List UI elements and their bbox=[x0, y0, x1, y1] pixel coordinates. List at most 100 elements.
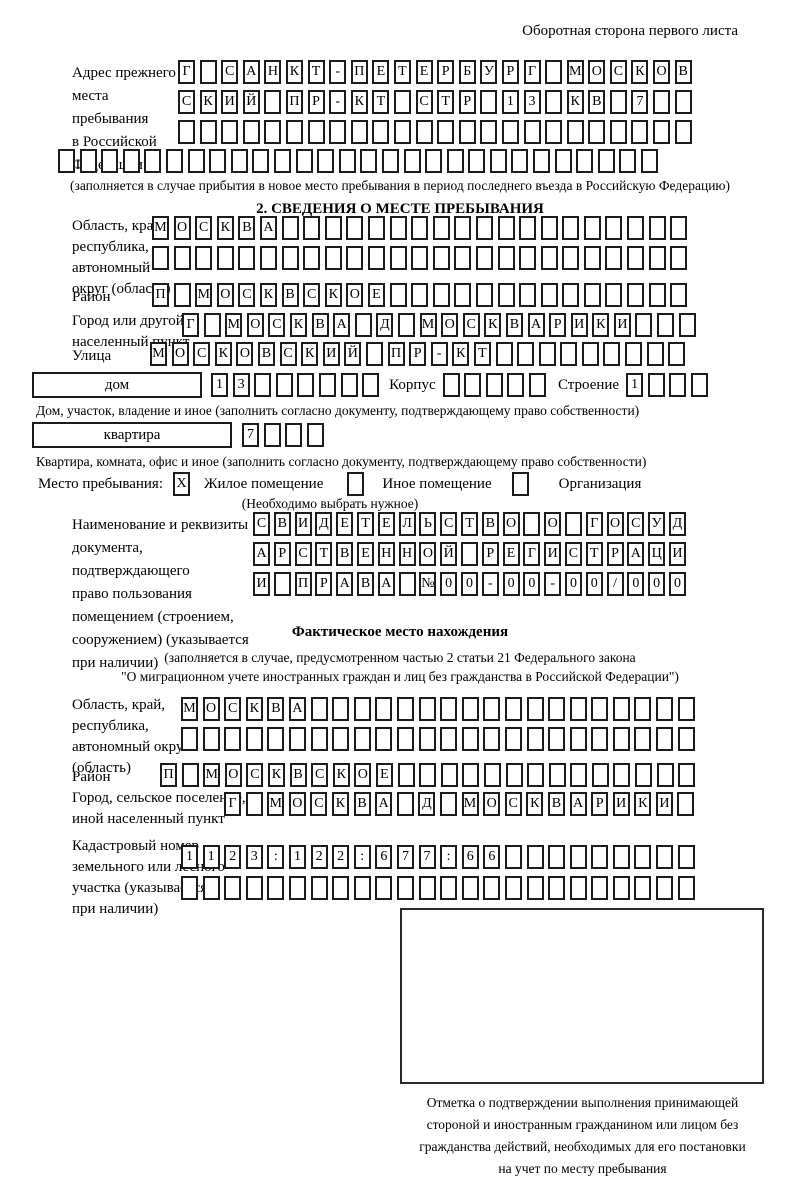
char-cell bbox=[340, 373, 358, 397]
char-cell: В bbox=[356, 572, 374, 596]
char-cell bbox=[389, 283, 407, 307]
char-cell bbox=[560, 342, 578, 366]
char-cell: С bbox=[462, 313, 480, 337]
char-cell bbox=[475, 246, 493, 270]
char-cell: О bbox=[346, 283, 364, 307]
char-cell: 1 bbox=[288, 845, 306, 869]
char-cell: К bbox=[526, 792, 544, 816]
char-cell bbox=[195, 246, 213, 270]
char-cell: 3 bbox=[232, 373, 250, 397]
char-cell: К bbox=[332, 763, 350, 787]
char-cell bbox=[591, 763, 609, 787]
char-cell bbox=[460, 542, 478, 566]
char-cell: О bbox=[202, 697, 220, 721]
char-cell bbox=[245, 727, 263, 751]
char-cell: 0 bbox=[502, 572, 520, 596]
char-cell: Л bbox=[398, 512, 416, 536]
char-cell bbox=[273, 572, 291, 596]
char-cell bbox=[332, 697, 350, 721]
char-cell bbox=[485, 373, 503, 397]
char-cell bbox=[548, 727, 566, 751]
char-cell: А bbox=[333, 313, 351, 337]
char-cell bbox=[605, 246, 623, 270]
char-cell: П bbox=[294, 572, 312, 596]
char-cell bbox=[437, 120, 455, 144]
char-cell bbox=[454, 216, 472, 240]
char-cell: Р bbox=[437, 60, 455, 84]
char-cell: - bbox=[481, 572, 499, 596]
char-cell bbox=[440, 727, 458, 751]
char-cell bbox=[396, 792, 414, 816]
char-cell: Д bbox=[418, 792, 436, 816]
char-cell bbox=[432, 246, 450, 270]
char-cell bbox=[674, 90, 692, 114]
char-cell: Н bbox=[398, 542, 416, 566]
char-cell bbox=[591, 697, 609, 721]
char-cell: Н bbox=[377, 542, 395, 566]
char-cell: К bbox=[199, 90, 217, 114]
char-cell: К bbox=[350, 90, 368, 114]
char-cell: Б bbox=[458, 60, 476, 84]
char-cell: К bbox=[324, 283, 342, 307]
char-cell bbox=[303, 216, 321, 240]
char-cell: С bbox=[311, 763, 329, 787]
char-cell: К bbox=[216, 216, 234, 240]
char-cell bbox=[548, 697, 566, 721]
char-cell bbox=[627, 283, 645, 307]
char-cell bbox=[635, 313, 653, 337]
char-cell: Р bbox=[307, 90, 325, 114]
char-cell: : bbox=[353, 845, 371, 869]
char-cell: И bbox=[322, 342, 340, 366]
char-cell bbox=[581, 342, 599, 366]
char-cell bbox=[564, 512, 582, 536]
char-cell bbox=[396, 727, 414, 751]
char-cell bbox=[656, 845, 674, 869]
char-cell: В bbox=[273, 512, 291, 536]
actual-district-label: Район bbox=[72, 769, 111, 785]
char-cell bbox=[454, 246, 472, 270]
char-cell bbox=[187, 149, 205, 173]
char-cell bbox=[375, 727, 393, 751]
char-cell bbox=[275, 373, 293, 397]
char-cell bbox=[329, 120, 347, 144]
char-cell bbox=[635, 763, 653, 787]
char-cell bbox=[631, 120, 649, 144]
char-cell bbox=[332, 727, 350, 751]
char-cell: 7 bbox=[396, 845, 414, 869]
char-cell bbox=[591, 845, 609, 869]
char-cell: : bbox=[440, 845, 458, 869]
char-cell bbox=[489, 149, 507, 173]
char-cell: Р bbox=[549, 313, 567, 337]
char-cell bbox=[588, 120, 606, 144]
char-cell: О bbox=[236, 342, 254, 366]
char-cell: В bbox=[353, 792, 371, 816]
char-cell bbox=[397, 313, 415, 337]
char-cell bbox=[501, 120, 519, 144]
char-cell: К bbox=[592, 313, 610, 337]
char-cell: С bbox=[253, 512, 270, 536]
char-cell: 0 bbox=[585, 572, 603, 596]
char-cell bbox=[483, 697, 501, 721]
char-cell bbox=[646, 342, 664, 366]
char-cell: А bbox=[259, 216, 277, 240]
stay-type-note: (Необходимо выбрать нужное) bbox=[241, 496, 419, 511]
char-cell: М bbox=[203, 763, 221, 787]
char-cell: Т bbox=[473, 342, 491, 366]
char-cell: О bbox=[441, 313, 459, 337]
char-cell: № bbox=[419, 572, 437, 596]
char-cell bbox=[526, 845, 544, 869]
header-note: Оборотная сторона первого листа bbox=[522, 23, 738, 39]
region-label: Область, край, республика, автономный округ… bbox=[72, 218, 171, 297]
char-cell: Й bbox=[242, 90, 260, 114]
prev-address-row-4 bbox=[58, 149, 659, 173]
char-cell bbox=[548, 845, 566, 869]
char-cell: Р bbox=[273, 542, 291, 566]
char-cell bbox=[418, 876, 436, 900]
char-cell bbox=[569, 727, 587, 751]
korpus-label: Корпус bbox=[389, 376, 436, 393]
char-cell bbox=[332, 876, 350, 900]
